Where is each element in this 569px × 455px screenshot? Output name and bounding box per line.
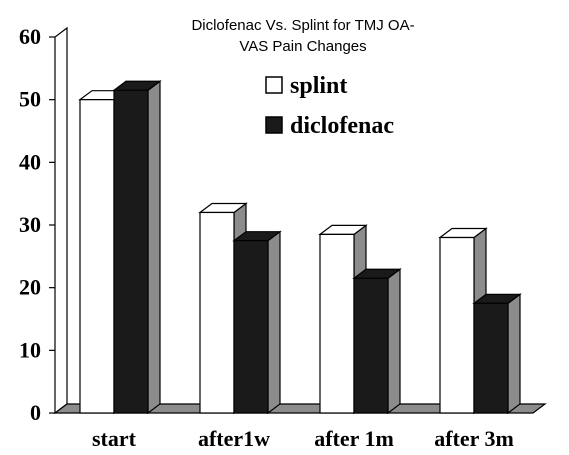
- y-tick-label: 0: [30, 400, 41, 425]
- bar-side: [507, 293, 521, 415]
- legend-label-splint: splint: [290, 73, 347, 99]
- bar-front: [319, 233, 355, 414]
- bar-side: [267, 230, 281, 415]
- labels-layer: 0 10 20 30 40 50 60 start after1w after 1m after 3…: [19, 24, 514, 451]
- bar-front: [473, 302, 509, 414]
- chart-subtitle: VAS Pain Changes: [239, 38, 366, 55]
- bar-front: [199, 211, 235, 414]
- bar-diclofenac-3: [472, 293, 522, 415]
- bar-front: [353, 277, 389, 414]
- y-tick-label: 30: [19, 212, 41, 237]
- y-tick-label: 20: [19, 275, 41, 300]
- chart-title: Diclofenac Vs. Splint for TMJ OA-: [191, 17, 414, 34]
- y-tick-label: 40: [19, 149, 41, 174]
- bar-front: [113, 89, 149, 414]
- bar-side: [147, 80, 161, 415]
- bar-diclofenac-0: [112, 80, 162, 415]
- bar-side: [387, 268, 401, 415]
- y-tick-label: 50: [19, 87, 41, 112]
- bar-front: [233, 240, 269, 414]
- x-category-label: after 1m: [314, 426, 394, 450]
- bar-splint-3: [438, 227, 488, 415]
- bar-diclofenac-2: [352, 268, 402, 415]
- y-tick-label: 60: [19, 24, 41, 49]
- bar-front: [79, 99, 115, 414]
- y-tick-label: 10: [19, 337, 41, 362]
- legend-swatch-splint: [265, 76, 283, 94]
- legend: splint diclofenac: [265, 73, 394, 139]
- x-category-label: after 3m: [434, 426, 514, 450]
- bar-diclofenac-1: [232, 230, 282, 415]
- x-category-label: start: [92, 426, 137, 450]
- legend-swatch-diclofenac: [265, 116, 283, 134]
- bars-layer: [78, 80, 522, 415]
- legend-label-diclofenac: diclofenac: [290, 113, 394, 139]
- bar-front: [439, 236, 475, 414]
- y-axis-wall: [54, 26, 68, 415]
- x-category-label: after1w: [198, 426, 270, 450]
